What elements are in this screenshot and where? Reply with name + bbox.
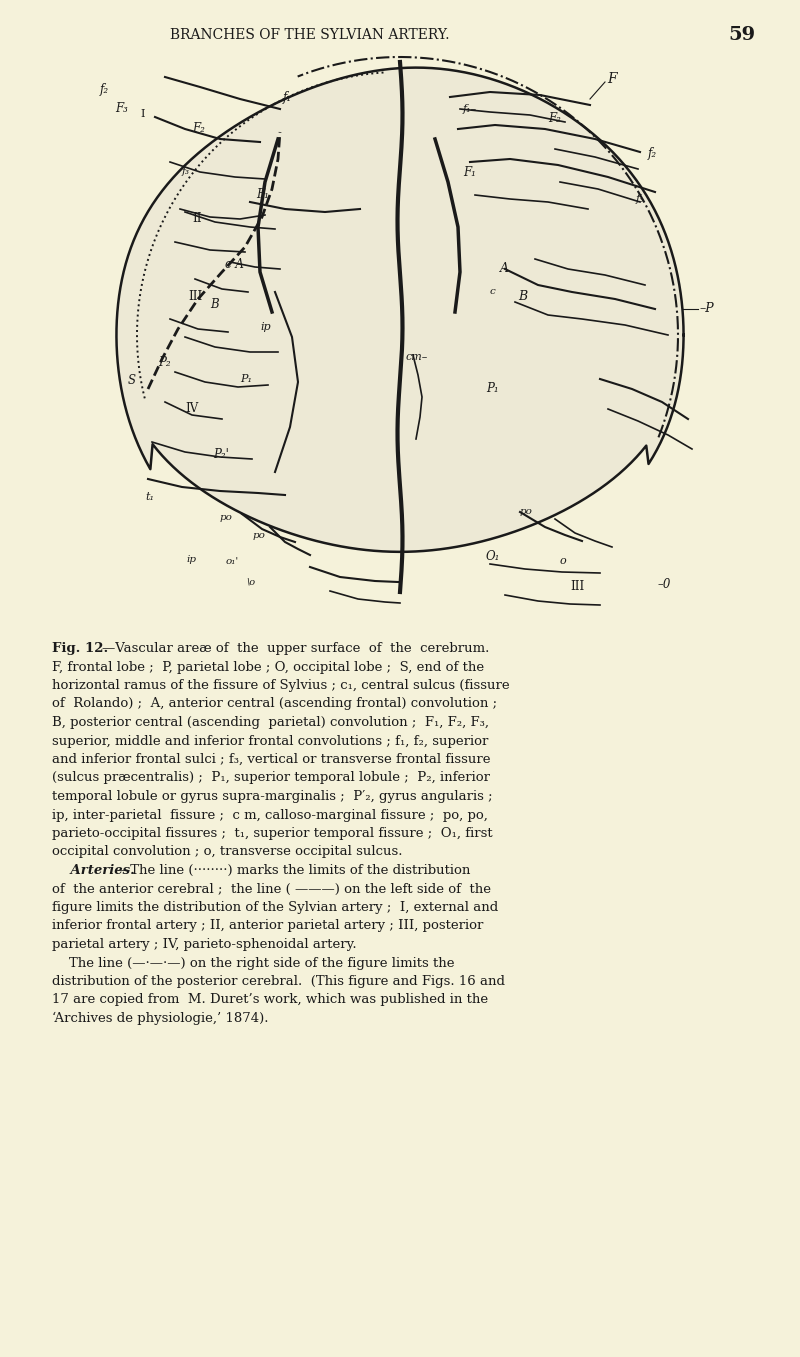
Text: f₁–: f₁– (463, 104, 478, 114)
Text: IV: IV (185, 403, 198, 415)
Text: —The line (········) marks the limits of the distribution: —The line (········) marks the limits of… (117, 864, 470, 877)
Text: po: po (520, 508, 533, 517)
Text: temporal lobule or gyrus supra-marginalis ;  P′₂, gyrus angularis ;: temporal lobule or gyrus supra-marginali… (52, 790, 493, 803)
Text: 17 are copied from  M. Duret’s work, which was published in the: 17 are copied from M. Duret’s work, whic… (52, 993, 488, 1007)
Text: (sulcus præcentralis) ;  P₁, superior temporal lobule ;  P₂, inferior: (sulcus præcentralis) ; P₁, superior tem… (52, 772, 490, 784)
Text: I: I (140, 109, 145, 119)
Text: t₁: t₁ (145, 493, 154, 502)
Text: Arteries.: Arteries. (52, 864, 134, 877)
Text: figure limits the distribution of the Sylvian artery ;  I, external and: figure limits the distribution of the Sy… (52, 901, 498, 915)
Text: occipital convolution ; o, transverse occipital sulcus.: occipital convolution ; o, transverse oc… (52, 845, 402, 859)
Text: BRANCHES OF THE SYLVIAN ARTERY.: BRANCHES OF THE SYLVIAN ARTERY. (170, 28, 450, 42)
Text: f₂: f₂ (100, 83, 109, 95)
Text: cm–: cm– (406, 351, 428, 362)
Text: po: po (253, 531, 266, 540)
Text: ip, inter-parietal  fissure ;  c m, calloso-marginal fissure ;  po, po,: ip, inter-parietal fissure ; c m, callos… (52, 809, 488, 821)
Text: ip: ip (260, 322, 270, 332)
Text: III: III (188, 290, 202, 304)
Text: F₂: F₂ (192, 122, 205, 136)
Text: of  Rolando) ;  A, anterior central (ascending frontal) convolution ;: of Rolando) ; A, anterior central (ascen… (52, 697, 497, 711)
Text: ‘Archives de physiologie,’ 1874).: ‘Archives de physiologie,’ 1874). (52, 1012, 269, 1026)
Text: superior, middle and inferior frontal convolutions ; f₁, f₂, superior: superior, middle and inferior frontal co… (52, 734, 488, 748)
Text: c: c (490, 286, 496, 296)
Text: f₃: f₃ (636, 194, 645, 204)
Text: f₃: f₃ (182, 167, 190, 176)
Text: parietal artery ; IV, parieto-sphenoidal artery.: parietal artery ; IV, parieto-sphenoidal… (52, 938, 357, 951)
Text: parieto-occipital fissures ;  t₁, superior temporal fissure ;  O₁, first: parieto-occipital fissures ; t₁, superio… (52, 826, 493, 840)
Text: F, frontal lobe ;  P, parietal lobe ; O, occipital lobe ;  S, end of the: F, frontal lobe ; P, parietal lobe ; O, … (52, 661, 484, 673)
Text: B: B (210, 299, 218, 312)
Text: and inferior frontal sulci ; f₃, vertical or transverse frontal fissure: and inferior frontal sulci ; f₃, vertica… (52, 753, 490, 765)
Text: \o: \o (246, 578, 255, 586)
Text: F₁: F₁ (256, 189, 269, 201)
Text: P₁: P₁ (486, 383, 498, 395)
Text: Fig. 12.: Fig. 12. (52, 642, 108, 655)
Text: P₂: P₂ (158, 356, 170, 369)
Text: III: III (570, 581, 584, 593)
Text: B: B (518, 290, 527, 304)
Text: –0: –0 (658, 578, 671, 592)
Text: f₁: f₁ (283, 91, 292, 103)
Text: –P: –P (700, 303, 714, 315)
Text: S: S (128, 373, 136, 387)
Text: of  the anterior cerebral ;  the line ( ———) on the left side of  the: of the anterior cerebral ; the line ( ——… (52, 882, 491, 896)
Text: horizontal ramus of the fissure of Sylvius ; c₁, central sulcus (fissure: horizontal ramus of the fissure of Sylvi… (52, 678, 510, 692)
Text: F₁: F₁ (463, 166, 476, 179)
Text: f₂: f₂ (648, 148, 657, 160)
Text: distribution of the posterior cerebral.  (This figure and Figs. 16 and: distribution of the posterior cerebral. … (52, 974, 505, 988)
Text: —Vascular areæ of  the  upper surface  of  the  cerebrum.: —Vascular areæ of the upper surface of t… (102, 642, 490, 655)
Text: ip: ip (186, 555, 196, 563)
Text: po: po (220, 513, 233, 521)
Polygon shape (117, 68, 683, 552)
Text: B, posterior central (ascending  parietal) convolution ;  F₁, F₂, F₃,: B, posterior central (ascending parietal… (52, 716, 489, 729)
Text: F₂: F₂ (548, 113, 561, 125)
Text: o₁': o₁' (226, 558, 239, 566)
Text: 59: 59 (729, 26, 755, 43)
Text: A: A (500, 262, 509, 275)
Text: o: o (560, 556, 566, 566)
Text: The line (—·—·—) on the right side of the figure limits the: The line (—·—·—) on the right side of th… (52, 957, 454, 969)
Text: P₁: P₁ (240, 375, 252, 384)
Text: O₁: O₁ (486, 551, 500, 563)
Text: P₂': P₂' (213, 449, 229, 461)
Text: II: II (192, 213, 202, 225)
Text: inferior frontal artery ; II, anterior parietal artery ; III, posterior: inferior frontal artery ; II, anterior p… (52, 920, 483, 932)
Text: F: F (607, 72, 617, 85)
Text: c A: c A (225, 258, 244, 271)
Text: F₃: F₃ (115, 103, 128, 115)
